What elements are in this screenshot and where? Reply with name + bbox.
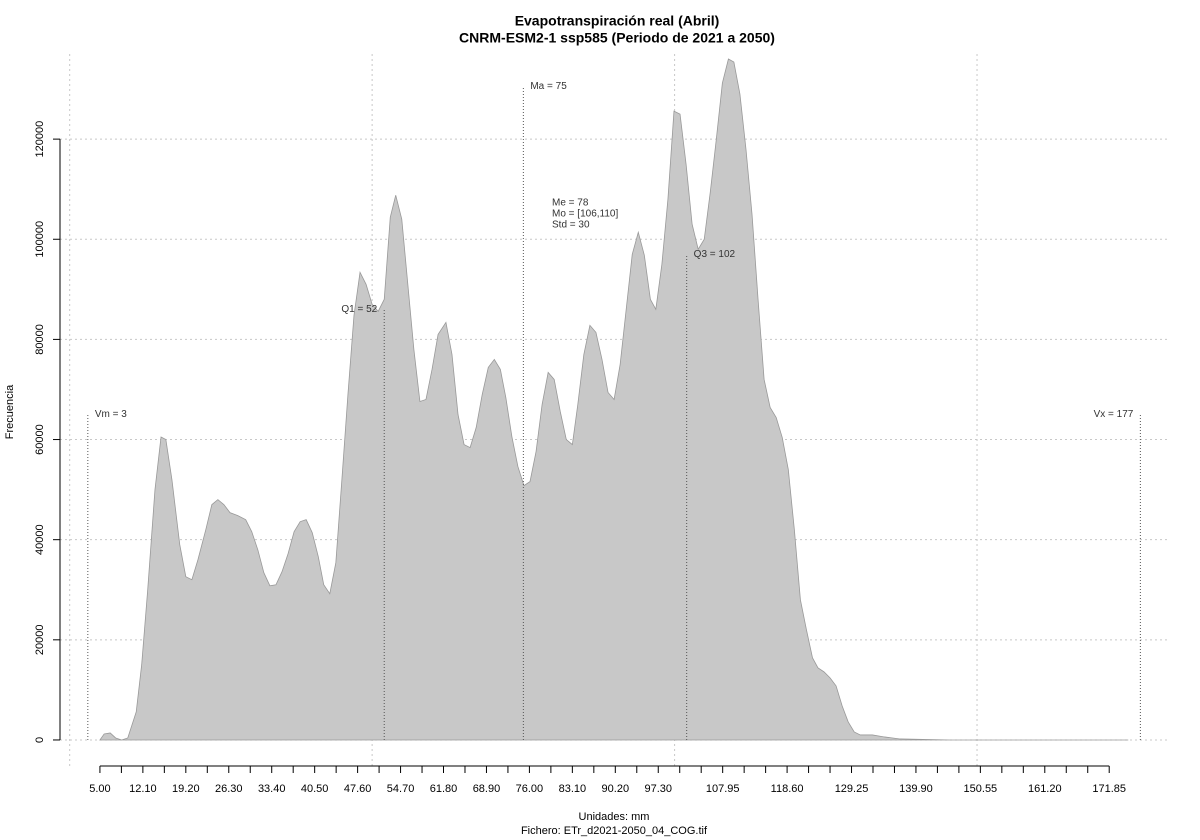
y-tick-label: 120000 [34, 121, 46, 158]
y-axis-label: Frecuencia [4, 384, 16, 439]
x-tick-label: 33.40 [258, 783, 286, 795]
y-tick-label: 40000 [34, 524, 46, 555]
chart-title: Evapotranspiración real (Abril) [515, 13, 720, 29]
x-tick-label: 90.20 [602, 783, 630, 795]
marker-label: Ma = 75 [530, 81, 567, 92]
y-tick-label: 60000 [34, 424, 46, 455]
x-axis-label: Unidades: mm [579, 811, 650, 823]
x-tick-label: 107.95 [706, 783, 740, 795]
x-tick-label: 161.20 [1028, 783, 1062, 795]
x-tick-label: 19.20 [172, 783, 200, 795]
marker-label: Vx = 177 [1094, 409, 1134, 420]
marker-label: Vm = 3 [95, 409, 127, 420]
marker-label: Q1 = 52 [341, 304, 377, 315]
x-tick-label: 12.10 [129, 783, 157, 795]
x-tick-label: 40.50 [301, 783, 329, 795]
x-tick-label: 139.90 [899, 783, 933, 795]
x-tick-label: 83.10 [559, 783, 587, 795]
x-tick-label: 97.30 [644, 783, 672, 795]
chart-subtitle: CNRM-ESM2-1 ssp585 (Periodo de 2021 a 20… [459, 30, 775, 46]
x-tick-label: 150.55 [964, 783, 998, 795]
x-tick-label: 118.60 [771, 783, 804, 795]
x-tick-label: 61.80 [430, 783, 458, 795]
y-tick-label: 80000 [34, 324, 46, 355]
marker-label: Q3 = 102 [694, 249, 736, 260]
x-tick-label: 129.25 [835, 783, 869, 795]
y-tick-label: 100000 [34, 221, 46, 258]
stat-label: Me = 78 [552, 198, 589, 209]
x-tick-label: 76.00 [516, 783, 544, 795]
y-tick-label: 0 [34, 737, 46, 743]
x-tick-label: 171.85 [1092, 783, 1126, 795]
x-tick-label: 26.30 [215, 783, 243, 795]
stat-label: Mo = [106,110] [552, 209, 618, 220]
caption: Fichero: ETr_d2021-2050_04_COG.tif [521, 825, 708, 837]
x-tick-label: 47.60 [344, 783, 372, 795]
stat-label: Std = 30 [552, 220, 590, 231]
x-tick-label: 54.70 [387, 783, 415, 795]
x-tick-label: 68.90 [473, 783, 501, 795]
x-tick-label: 5.00 [89, 783, 110, 795]
y-tick-label: 20000 [34, 625, 46, 656]
area [99, 58, 1129, 741]
